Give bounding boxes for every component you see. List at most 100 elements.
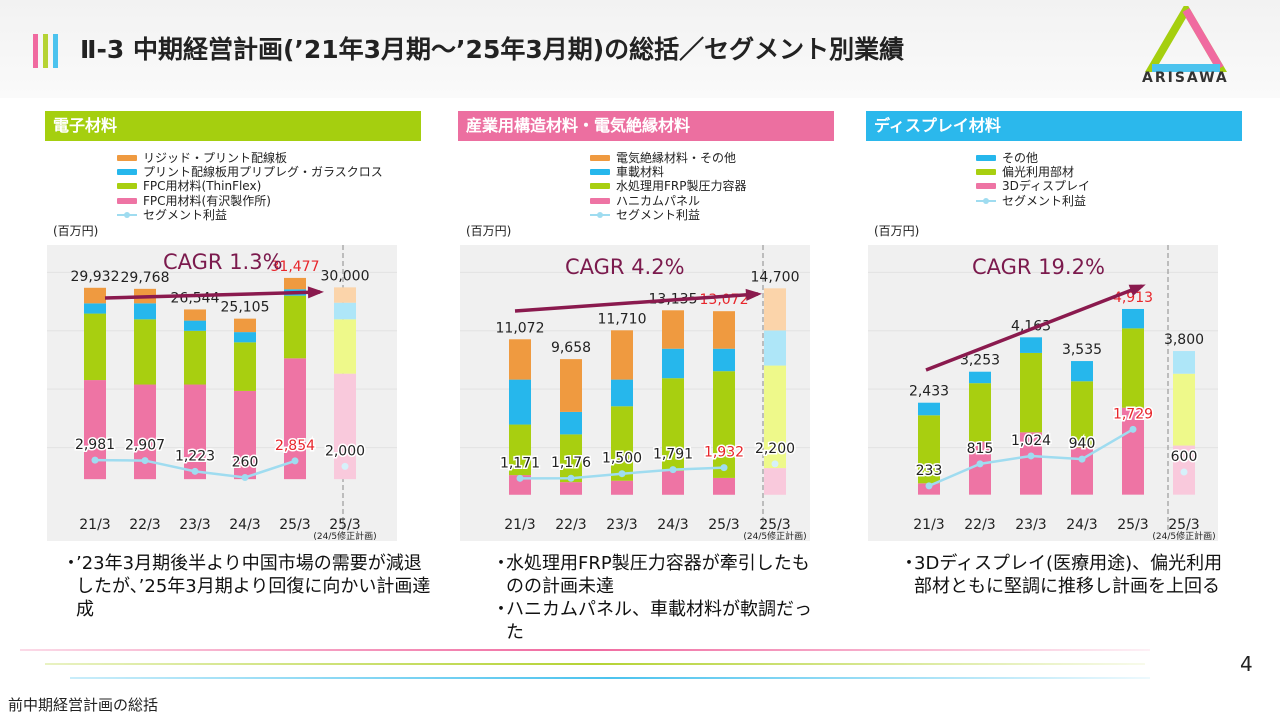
total-value-label: 11,072 (496, 320, 545, 336)
total-value-label: 9,658 (551, 340, 591, 356)
bullets-electronic: ・ ’23年3月期後半より中国市場の需要が減退したが、’25年3月期より回復に向か… (62, 552, 432, 621)
legend-line-marker (976, 197, 996, 205)
stacked-bar-chart: 2,43321/33,25322/34,16323/33,53524/34,91… (868, 245, 1218, 541)
profit-value-label: 1,791 (653, 447, 693, 463)
legend-swatch (976, 155, 996, 162)
accent-bar-pink (33, 34, 38, 68)
legend-line-marker (590, 211, 610, 219)
total-value-label: 11,710 (598, 311, 647, 327)
legend-swatch (590, 197, 610, 204)
stacked-bar-chart: 29,932 21/3 29,768 22/3 26,544 23/3 25,105 24/3… (47, 245, 397, 541)
bullet-dot: ・ (62, 553, 80, 574)
cagr-label: CAGR 1.3% (163, 250, 283, 274)
bullet-dot: ・ (492, 599, 510, 620)
accent-bar-blue (53, 34, 58, 68)
bar-segment (713, 348, 735, 372)
category-label: 25/3 (329, 517, 360, 533)
bar-segment (969, 371, 991, 384)
arisawa-logo (1145, 6, 1227, 72)
bullet-item: ・ハニカムパネル、車載材料が軟調だった (492, 598, 822, 644)
category-label: 23/3 (179, 517, 210, 533)
legend-item: FPC用材料(有沢製作所) (117, 194, 383, 208)
profit-point (925, 482, 933, 490)
legend-swatch (117, 169, 137, 176)
legend-label: セグメント利益 (143, 207, 228, 222)
profit-value-label: 815 (967, 441, 994, 457)
total-value-label: 29,768 (121, 270, 170, 286)
bar-segment (764, 365, 786, 469)
cagr-arrow (514, 292, 759, 313)
bar-segment (1173, 373, 1195, 446)
bullets-industrial: ・水処理用FRP製圧力容器が牽引したものの計画未達・ハニカムパネル、車載材料が軟… (492, 552, 822, 644)
bar-segment (509, 339, 531, 380)
legend-label: 電気絶縁材料・その他 (616, 151, 737, 165)
page-number: 4 (1240, 652, 1253, 676)
bar-segment (662, 310, 684, 349)
category-label: 23/3 (1015, 517, 1046, 533)
legend-label: 水処理用FRP製圧力容器 (616, 179, 747, 194)
header: Ⅱ-3 中期経営計画(’21年3月期～’25年3月期)の総括／セグメント別業績 … (0, 0, 1280, 98)
page-title: Ⅱ-3 中期経営計画(’21年3月期～’25年3月期)の総括／セグメント別業績 (80, 35, 905, 64)
panel-header: 産業用構造材料・電気絶縁材料 (458, 111, 834, 141)
total-value-label: 26,544 (171, 290, 220, 306)
bar-segment (134, 384, 156, 480)
segment-panel-industrial: 産業用構造材料・電気絶縁材料 電気絶縁材料・その他 車載材料 水処理用FRP製圧力容… (458, 111, 834, 541)
bullet-text: 水処理用FRP製圧力容器が牽引したものの計画未達 (506, 553, 810, 597)
bullet-item: ・ 3Dディスプレイ(医療用途)、偏光利用部材ともに堅調に推移し計画を上回る (900, 552, 1230, 598)
profit-value-label: 2,907 (125, 438, 165, 454)
legend-label: セグメント利益 (616, 207, 701, 222)
category-label: 25/3 (279, 517, 310, 533)
profit-point (341, 462, 349, 470)
bullets-display: ・ 3Dディスプレイ(医療用途)、偏光利用部材ともに堅調に推移し計画を上回る (900, 552, 1230, 598)
bar-segment (713, 311, 735, 349)
bar-segment (764, 468, 786, 495)
profit-value-label: 940 (1069, 436, 1096, 452)
profit-point (976, 460, 984, 468)
bar-segment (713, 477, 735, 495)
legend-swatch (117, 197, 137, 204)
category-label: 24/3 (1066, 517, 1097, 533)
cagr-arrow-head (307, 286, 324, 299)
legend-item: 偏光利用部材 (976, 165, 1090, 179)
category-label: 21/3 (913, 517, 944, 533)
bar-segment (284, 295, 306, 359)
bar-segment (509, 475, 531, 495)
bar-segment (1020, 352, 1042, 433)
total-value-label: 31,477 (271, 259, 320, 275)
bullet-dot: ・ (492, 553, 510, 574)
bar-segment (234, 318, 256, 333)
unit-label: (百万円) (874, 224, 920, 238)
segment-panel-display: ディスプレイ材料 その他 偏光利用部材 3Dディスプレイ セグメント利益 (百万円) … (866, 111, 1242, 541)
bar-segment (662, 348, 684, 379)
bar-segment (509, 379, 531, 425)
profit-point (720, 464, 728, 472)
footer-decor-lines (20, 649, 1150, 679)
plan-note-label: (24/5修正計画) (1152, 530, 1215, 541)
total-value-label: 29,932 (71, 269, 120, 285)
unit-label: (百万円) (466, 224, 512, 238)
cagr-arrow (925, 284, 1143, 372)
bar-segment (969, 441, 991, 495)
legend-swatch (976, 183, 996, 190)
bar-segment (1071, 381, 1093, 448)
legend-item: 電気絶縁材料・その他 (590, 151, 746, 165)
total-value-label: 2,433 (909, 384, 949, 400)
legend-swatch (590, 169, 610, 176)
category-label: 25/3 (1117, 517, 1148, 533)
profit-value-label: 1,932 (704, 445, 744, 461)
footnote: 前中期経営計画の総括 (8, 696, 159, 714)
legend-label: プリント配線板用プリプレグ・ガラスクロス (143, 165, 383, 180)
bar-segment (969, 383, 991, 442)
bar-segment (918, 402, 940, 416)
total-value-label: 25,105 (221, 300, 270, 316)
bar-segment (560, 359, 582, 412)
bar-segment (84, 380, 106, 480)
profit-point (141, 457, 149, 465)
cagr-arrow-head (1128, 284, 1146, 296)
category-label: 25/3 (759, 517, 790, 533)
bar-segment (234, 342, 256, 391)
bar-segment (560, 482, 582, 495)
plan-note-label: (24/5修正計画) (743, 530, 806, 541)
profit-point (91, 456, 99, 464)
category-label: 21/3 (504, 517, 535, 533)
